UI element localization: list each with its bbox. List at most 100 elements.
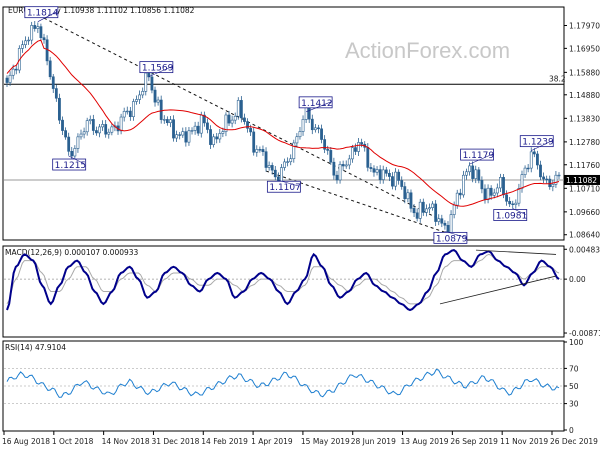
candle-body [397, 171, 401, 181]
candle-body [252, 131, 256, 153]
date-tick-label: 14 Feb 2019 [201, 437, 248, 446]
price-annotation-label: 1.1569 [142, 64, 174, 74]
macd-panel-frame [2, 245, 565, 338]
candle-body [51, 76, 55, 89]
candle-body [58, 97, 61, 121]
price-annotation-box [266, 180, 301, 193]
rsi-lines [6, 368, 560, 398]
candle-body [391, 176, 394, 187]
candle-body [261, 149, 265, 152]
candle-body [499, 177, 502, 189]
candle-body [403, 186, 407, 200]
price-annotation-pointer [148, 66, 172, 77]
candle-body [372, 168, 376, 173]
macd-panel: MACD(12,26,9) 0.000107 0.000933 0.004832… [2, 245, 600, 338]
candle-body [125, 110, 129, 113]
candle-body [394, 171, 397, 187]
candle-body [415, 212, 419, 219]
candle-body [119, 116, 123, 132]
price-tick-label: 1.16950 [569, 44, 600, 53]
rsi-tick-label: 70 [569, 364, 579, 373]
price-annotation-label: 1.0981 [496, 211, 528, 221]
candle-body [520, 174, 524, 189]
candle-body [79, 133, 83, 138]
rsi-tick-label: 0 [569, 426, 574, 435]
candle-body [64, 130, 67, 138]
candle-body [61, 119, 64, 131]
candle-body [338, 164, 342, 181]
candle-body [366, 147, 370, 168]
candle-body [27, 39, 30, 42]
candle-body [91, 119, 95, 131]
price-panel-frame [2, 6, 565, 241]
candle-body [178, 134, 182, 136]
macd-panel-title: MACD(12,26,9) 0.000107 0.000933 [5, 248, 139, 257]
candle-body [492, 192, 496, 196]
candle-body [190, 130, 194, 132]
price-tick-label: 1.14880 [569, 91, 600, 100]
candle-body [529, 151, 533, 169]
price-annotation-pointer [306, 101, 332, 113]
candle-body [206, 122, 209, 130]
candle-body [542, 176, 545, 180]
candle-body [162, 119, 166, 121]
rsi-tick-label: 50 [569, 382, 579, 391]
candle-body [313, 127, 317, 131]
candle-body [184, 131, 188, 143]
candle-body [511, 203, 515, 205]
candle-body [354, 147, 357, 152]
price-annotation-pointer [512, 208, 526, 215]
price-panel-title: EURUSD,Daily 1.10938 1.11102 1.10856 1.1… [8, 6, 195, 15]
candle-body [369, 167, 373, 169]
price-annotation-label: 1.1412 [301, 99, 333, 109]
price-annotation-label: 1.0879 [436, 234, 468, 244]
candle-body [33, 25, 37, 29]
date-tick-label: 28 Jun 2019 [351, 437, 396, 446]
price-annotations: 1.1814 1.1569 1.1215 1.1412 1.1107 1.1179 1.09… [24, 6, 554, 244]
date-tick-label: 26 Sep 2019 [450, 437, 498, 446]
candle-body [477, 169, 481, 181]
candle-body [236, 100, 240, 117]
candle-body [98, 126, 101, 134]
date-tick-label: 1 Apr 2019 [251, 437, 293, 446]
price-annotation-box [493, 209, 528, 221]
candle-body [14, 68, 18, 71]
candle-body [144, 72, 148, 92]
candle-body [298, 131, 302, 138]
candle-body [465, 171, 468, 176]
candle-body [418, 201, 422, 219]
date-tick-label: 13 Aug 2019 [401, 437, 449, 446]
candle-body [292, 142, 296, 160]
candle-body [82, 131, 86, 135]
candle-body [76, 136, 80, 149]
candle-body [122, 111, 126, 118]
candle-body [443, 222, 447, 226]
price-annotation-label: 1.1239 [522, 138, 554, 148]
moving-average-line [6, 39, 560, 207]
candle-body [21, 44, 24, 49]
candle-body [54, 88, 58, 99]
price-tick-label: 1.11760 [569, 161, 600, 170]
candle-body [421, 201, 425, 213]
candle-body [135, 99, 138, 102]
candle-body [539, 164, 542, 178]
candle-body [243, 117, 246, 122]
candle-body [554, 174, 558, 185]
price-annotation-pointer [68, 155, 85, 165]
price-annotation-pointer [37, 11, 57, 22]
candle-body [128, 110, 132, 117]
candle-body [480, 180, 484, 190]
candle-body [181, 131, 185, 136]
macd-lower-trendline [439, 275, 557, 305]
candle-body [310, 118, 314, 131]
candle-body [110, 126, 114, 133]
candle-body [428, 207, 431, 210]
candle-body [193, 125, 197, 131]
candle-body [449, 214, 453, 233]
candle-body [508, 200, 512, 205]
candle-body [218, 133, 222, 140]
candle-body [495, 187, 499, 194]
candle-body [270, 165, 274, 171]
candle-body [67, 136, 71, 152]
price-annotation-box [460, 148, 494, 161]
